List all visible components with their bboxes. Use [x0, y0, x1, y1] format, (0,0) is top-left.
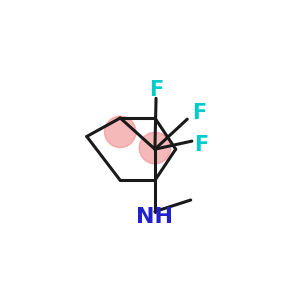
Circle shape [104, 116, 136, 148]
Circle shape [139, 132, 171, 164]
Text: F: F [149, 80, 163, 100]
Text: F: F [192, 103, 206, 123]
Text: F: F [194, 135, 208, 155]
Text: NH: NH [136, 207, 173, 227]
